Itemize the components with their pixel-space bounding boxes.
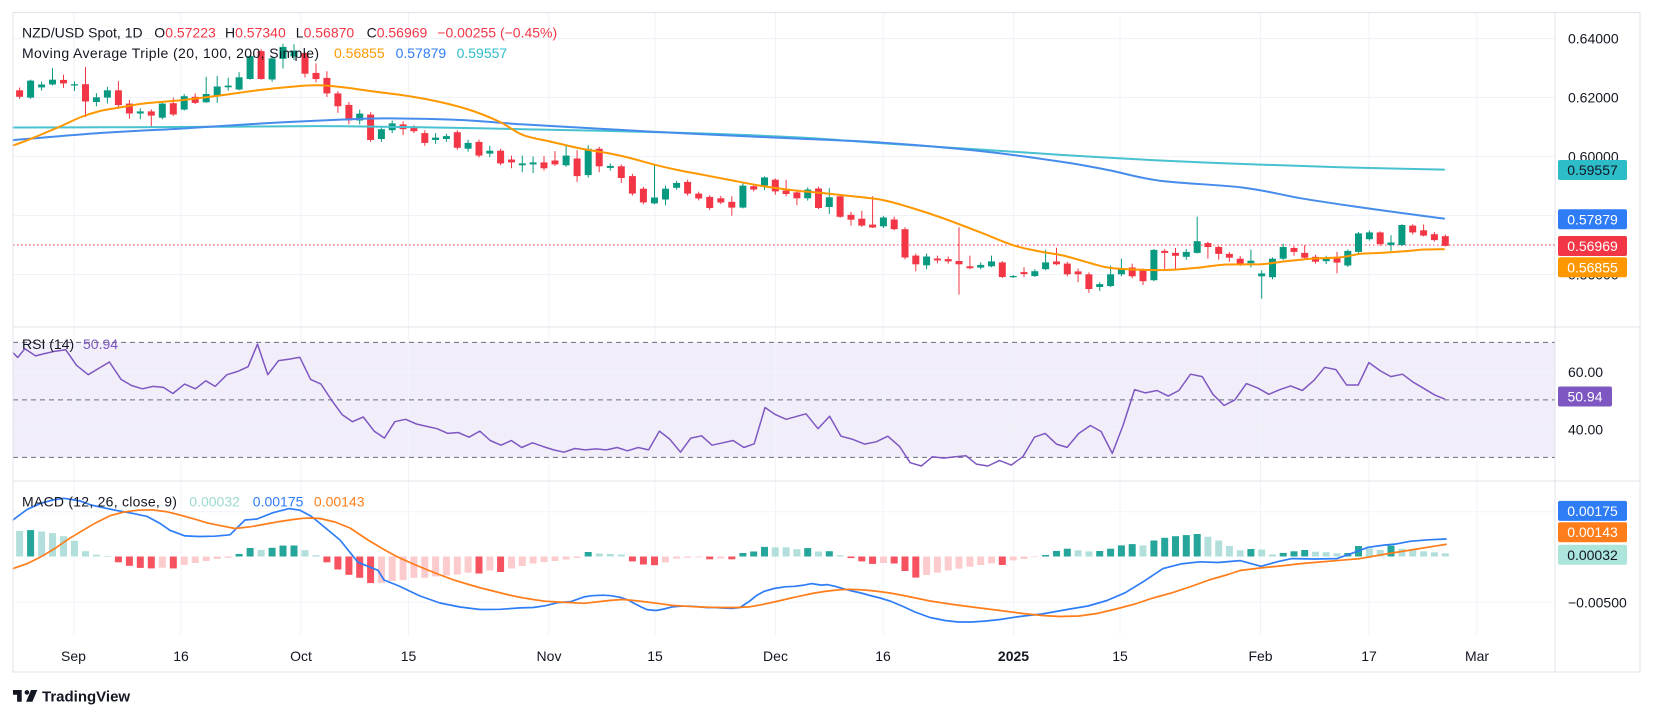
svg-text:0.57879: 0.57879 (396, 45, 447, 61)
svg-text:RSI (14): RSI (14) (22, 336, 74, 352)
svg-text:15: 15 (1112, 648, 1128, 664)
svg-text:16: 16 (875, 648, 891, 664)
svg-text:O0.57223: O0.57223 (154, 25, 216, 41)
svg-text:0.00175: 0.00175 (253, 494, 304, 510)
svg-text:L0.56870: L0.56870 (296, 25, 355, 41)
svg-text:15: 15 (647, 648, 663, 664)
svg-text:Dec: Dec (763, 648, 788, 664)
svg-text:0.62000: 0.62000 (1568, 90, 1619, 106)
svg-text:Oct: Oct (290, 648, 312, 664)
svg-text:Moving Average Triple (20, 100: Moving Average Triple (20, 100, 200, Sim… (22, 45, 320, 61)
svg-text:H0.57340: H0.57340 (225, 25, 286, 41)
svg-text:15: 15 (401, 648, 417, 664)
svg-text:Nov: Nov (537, 648, 562, 664)
svg-text:17: 17 (1361, 648, 1377, 664)
svg-text:Sep: Sep (61, 648, 86, 664)
svg-text:2025: 2025 (998, 648, 1029, 664)
svg-text:−0.00500: −0.00500 (1568, 595, 1627, 611)
svg-text:50.94: 50.94 (1567, 389, 1602, 405)
svg-text:0.59557: 0.59557 (457, 45, 508, 61)
svg-text:Mar: Mar (1465, 648, 1489, 664)
svg-text:0.56855: 0.56855 (1567, 259, 1618, 275)
svg-text:16: 16 (173, 648, 189, 664)
svg-text:40.00: 40.00 (1568, 421, 1603, 437)
svg-text:0.59557: 0.59557 (1567, 162, 1618, 178)
svg-text:0.00032: 0.00032 (1567, 547, 1618, 563)
svg-text:0.00143: 0.00143 (1567, 524, 1618, 540)
svg-text:0.00175: 0.00175 (1567, 503, 1618, 519)
svg-text:0.00143: 0.00143 (314, 494, 365, 510)
svg-text:0.56969: 0.56969 (1567, 238, 1618, 254)
svg-text:0.56855: 0.56855 (334, 45, 385, 61)
svg-text:−0.00255 (−0.45%): −0.00255 (−0.45%) (437, 25, 557, 41)
svg-text:C0.56969: C0.56969 (367, 25, 428, 41)
svg-text:60.00: 60.00 (1568, 364, 1603, 380)
svg-text:0.57879: 0.57879 (1567, 211, 1618, 227)
svg-text:MACD (12, 26, close, 9): MACD (12, 26, close, 9) (22, 494, 177, 510)
svg-text:0.64000: 0.64000 (1568, 31, 1619, 47)
svg-text:Feb: Feb (1248, 648, 1272, 664)
svg-text:NZD/USD Spot, 1D: NZD/USD Spot, 1D (22, 25, 143, 41)
svg-text:50.94: 50.94 (83, 336, 118, 352)
svg-text:TradingView: TradingView (42, 689, 130, 706)
svg-text:0.00032: 0.00032 (189, 494, 240, 510)
